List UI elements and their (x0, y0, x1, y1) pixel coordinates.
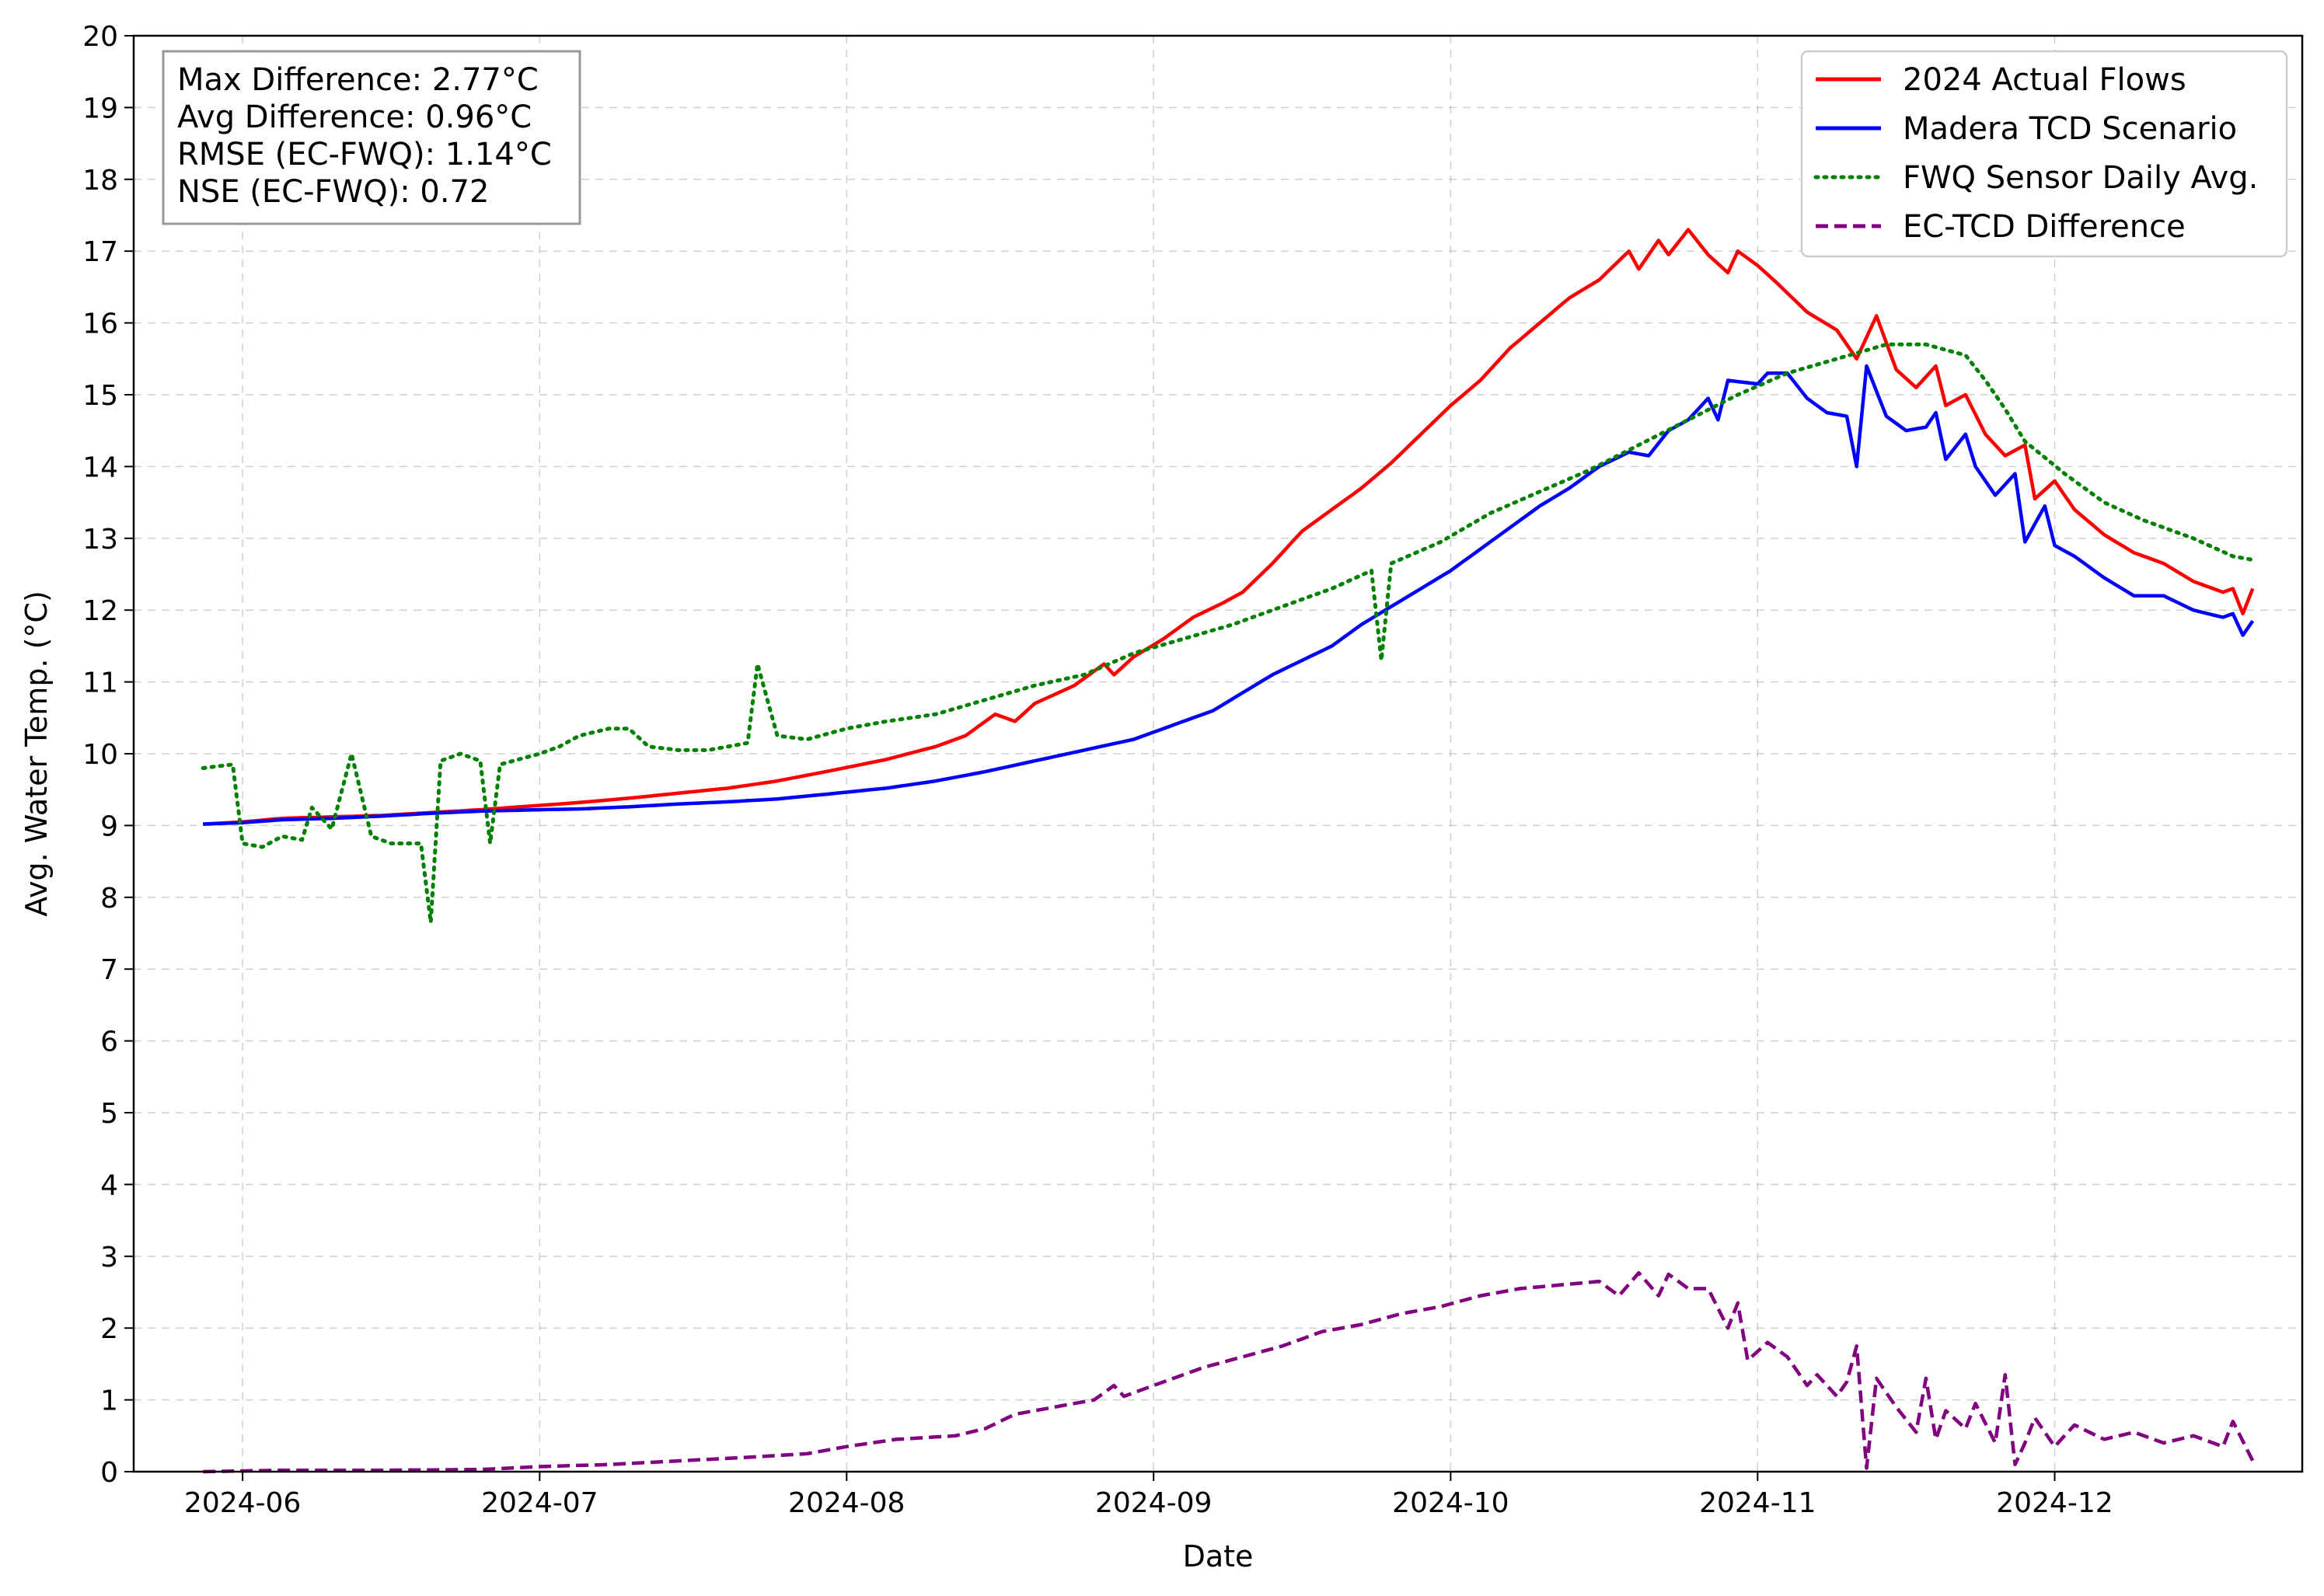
y-tick-label: 6 (100, 1026, 118, 1058)
x-tick-label: 2024-09 (1095, 1487, 1212, 1519)
y-tick-label: 19 (82, 92, 118, 124)
series-layer (201, 228, 2255, 1474)
series-line-0 (203, 228, 2255, 826)
y-tick-label: 11 (82, 667, 118, 699)
y-tick-label: 8 (100, 883, 118, 915)
y-tick-label: 16 (82, 308, 118, 340)
y-tick-label: 5 (100, 1098, 118, 1130)
stats-box: Max Difference: 2.77°C Avg Difference: 0… (162, 50, 581, 225)
y-tick-label: 3 (100, 1242, 118, 1274)
stat-max-difference: Max Difference: 2.77°C (177, 62, 539, 98)
x-tick-label: 2024-07 (481, 1487, 598, 1519)
y-axis-label: Avg. Water Temp. (°C) (19, 591, 54, 917)
y-tick-label: 12 (82, 595, 118, 627)
legend-label-2: FWQ Sensor Daily Avg. (1903, 160, 2258, 196)
y-tick-label: 13 (82, 524, 118, 556)
x-tick-label: 2024-11 (1699, 1487, 1816, 1519)
series-line-2 (201, 342, 2255, 925)
x-tick-label: 2024-06 (184, 1487, 301, 1519)
y-tick-label: 20 (82, 21, 118, 53)
stats-box-frame (162, 50, 581, 225)
y-tick-label: 10 (82, 739, 118, 771)
legend-label-3: EC-TCD Difference (1903, 209, 2186, 245)
grid (134, 35, 2302, 1472)
y-tick-label: 0 (100, 1457, 118, 1489)
legend-label-1: Madera TCD Scenario (1903, 111, 2237, 147)
stat-avg-difference: Avg Difference: 0.96°C (177, 99, 532, 135)
y-tick-label: 9 (100, 810, 118, 842)
x-axis-label: Date (1183, 1539, 1254, 1573)
y-tick-label: 17 (82, 236, 118, 268)
y-tick-label: 14 (82, 451, 118, 483)
x-tick-label: 2024-10 (1392, 1487, 1509, 1519)
stat-nse: NSE (EC-FWQ): 0.72 (177, 174, 489, 210)
series-line-1 (203, 364, 2255, 826)
y-tick-label: 2 (100, 1313, 118, 1345)
y-tick-label: 15 (82, 380, 118, 412)
y-tick-label: 7 (100, 954, 118, 986)
y-tick-label: 1 (100, 1385, 118, 1417)
legend-frame (1800, 50, 2288, 258)
legend: 2024 Actual Flows Madera TCD Scenario FWQ … (1800, 50, 2288, 258)
y-tick-label: 18 (82, 165, 118, 197)
legend-label-0: 2024 Actual Flows (1903, 62, 2186, 98)
x-tick-label: 2024-08 (788, 1487, 905, 1519)
y-tick-label: 4 (100, 1169, 118, 1201)
stat-rmse: RMSE (EC-FWQ): 1.14°C (177, 137, 552, 172)
x-tick-label: 2024-12 (1996, 1487, 2113, 1519)
series-line-3 (203, 1270, 2255, 1474)
